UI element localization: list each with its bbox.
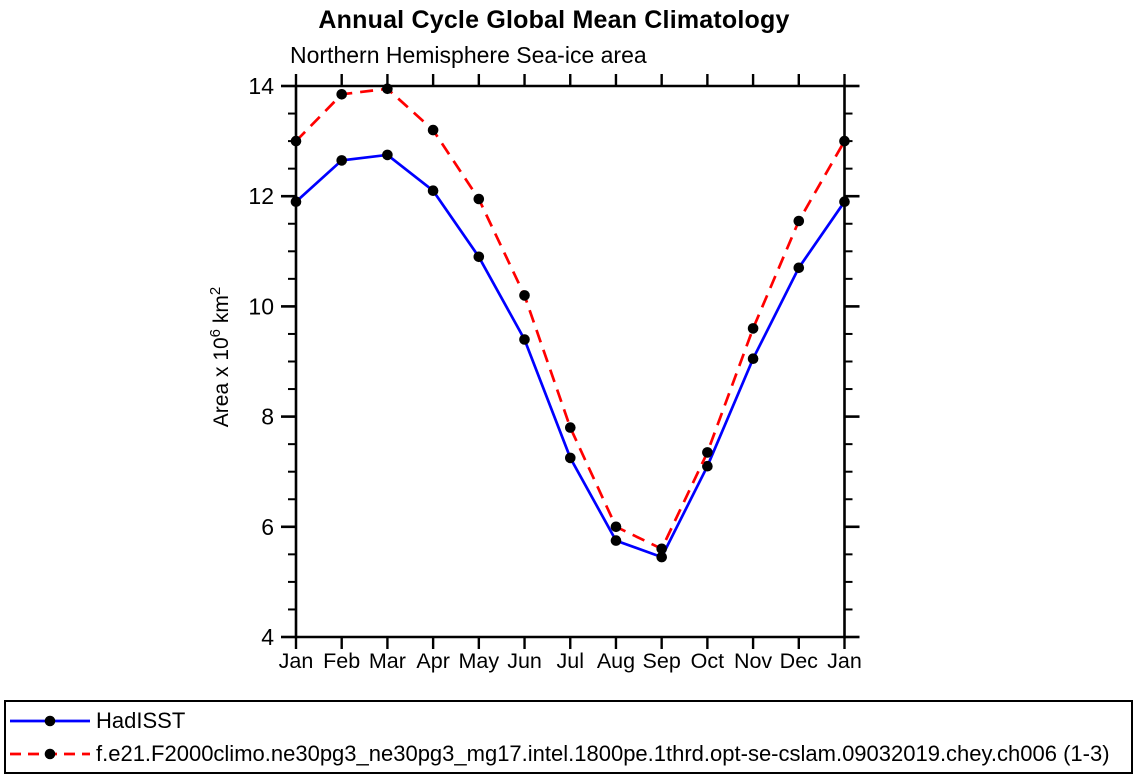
y-tick-labels: 4 6 8 10 12 14 <box>248 73 274 650</box>
legend-item-model: f.e21.F2000climo.ne30pg3_ne30pg3_mg17.in… <box>6 739 1131 769</box>
model-markers <box>290 83 850 555</box>
data-point <box>519 334 530 345</box>
data-point <box>473 193 485 205</box>
data-point <box>610 535 622 546</box>
x-tick-label: Jun <box>507 649 542 673</box>
data-point <box>839 196 850 207</box>
hadisst-line-sample <box>10 715 90 726</box>
data-point <box>793 215 805 227</box>
x-tick-label: Dec <box>780 649 818 673</box>
data-point <box>702 460 713 472</box>
data-point <box>336 89 348 100</box>
data-point <box>747 323 759 334</box>
data-point <box>427 185 439 196</box>
axes: Jan Feb Mar Apr May Jun Jul Aug Sep Oct Nov Dec Jan4… <box>207 73 862 673</box>
series-model <box>290 83 850 555</box>
model-sample-marker <box>44 748 56 759</box>
data-point <box>565 422 576 433</box>
data-point <box>656 543 667 555</box>
legend-label-hadisst: HadISST <box>96 707 186 733</box>
x-tick-label: Feb <box>323 649 360 673</box>
x-tick-label: Aug <box>597 649 635 673</box>
data-point <box>382 83 393 95</box>
y-tick-label: 8 <box>261 404 274 430</box>
data-point <box>427 124 439 136</box>
x-tick-label: Oct <box>691 649 724 673</box>
data-point <box>519 290 530 301</box>
data-point <box>336 155 348 166</box>
x-tick-labels: Jan Feb Mar Apr May Jun Jul Aug Sep Oct Nov Dec Jan <box>279 649 862 673</box>
y-tick-label: 12 <box>248 183 274 209</box>
x-tick-label: May <box>459 649 500 673</box>
data-point <box>747 353 759 365</box>
y-tick-label: 6 <box>261 514 274 540</box>
y-ticks <box>281 84 860 639</box>
hadisst-line <box>295 153 846 559</box>
legend-box: HadISST f.e21.F2000climo.ne30pg3_ne30pg3… <box>4 700 1133 774</box>
x-tick-label: Apr <box>416 649 449 673</box>
y-axis-title: Area x 106 km2 <box>207 287 233 427</box>
data-point <box>656 551 667 563</box>
y-tick-label: 4 <box>261 624 274 650</box>
legend-label-model: f.e21.F2000climo.ne30pg3_ne30pg3_mg17.in… <box>96 740 1110 766</box>
y-tick-label: 10 <box>248 293 274 319</box>
data-point <box>793 262 805 274</box>
x-tick-label: Jul <box>557 649 584 673</box>
x-tick-label: Sep <box>643 649 681 673</box>
legend-item-hadisst: HadISST <box>6 706 1131 736</box>
x-tick-label: Nov <box>734 649 772 673</box>
data-point <box>290 196 302 207</box>
data-point <box>382 149 393 161</box>
model-line <box>295 87 846 551</box>
x-ticks <box>294 74 846 649</box>
plot-area: Jan Feb Mar Apr May Jun Jul Aug Sep Oct Nov Dec Jan4… <box>207 73 862 673</box>
data-point <box>473 251 485 263</box>
plot-frame <box>294 84 846 639</box>
series-hadisst <box>290 149 850 563</box>
x-tick-label: Mar <box>369 649 406 673</box>
data-point <box>565 452 576 464</box>
hadisst-markers <box>290 149 850 563</box>
data-point <box>290 135 302 147</box>
data-point <box>839 135 850 147</box>
x-tick-label: Jan <box>827 649 862 673</box>
chart-subtitle: Northern Hemisphere Sea-ice area <box>290 42 647 68</box>
x-tick-label: Jan <box>279 649 314 673</box>
data-point <box>610 521 622 533</box>
hadisst-sample-marker <box>44 715 56 726</box>
y-tick-label: 14 <box>248 73 274 99</box>
data-point <box>702 447 713 458</box>
chart-title: Annual Cycle Global Mean Climatology <box>318 6 790 34</box>
model-line-sample <box>10 748 90 759</box>
